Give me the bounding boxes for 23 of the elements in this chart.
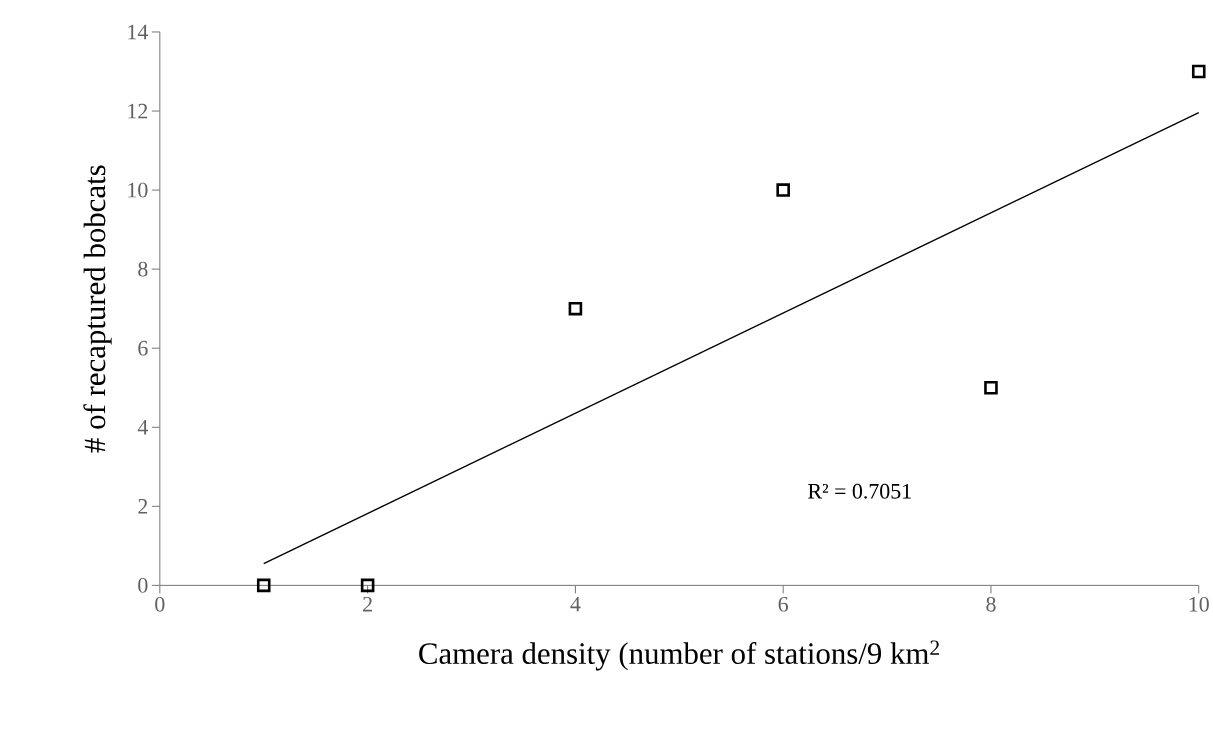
- y-axis-title: # of recaptured bobcats: [83, 165, 112, 453]
- point: [776, 183, 790, 197]
- x-tick-label: 4: [570, 596, 581, 612]
- x-tick-label: 8: [986, 596, 996, 612]
- y-tick-label: 14: [128, 24, 148, 40]
- x-axis-title: Camera density (number of stations/9 km$^{2}$: [419, 640, 940, 671]
- x-tick-label: 6: [778, 596, 789, 612]
- x-tick-label: 0: [155, 596, 165, 612]
- point: [256, 578, 271, 593]
- y-tick-label: 10: [128, 182, 148, 198]
- point: [1191, 64, 1206, 79]
- y-tick-label: 2: [138, 498, 148, 514]
- point: [360, 578, 375, 593]
- y-tick-label: 6: [138, 340, 148, 356]
- y-tick-label: 12: [128, 103, 148, 119]
- y-tick-label: 8: [138, 261, 148, 277]
- x-tick-label: 2: [363, 596, 372, 612]
- point: [568, 301, 583, 316]
- x-tick-label: 10: [1189, 596, 1209, 612]
- y-tick-label: 0: [138, 577, 148, 593]
- annotation: R² = 0.7051: [808, 483, 911, 499]
- y-tick-label: 4: [137, 419, 148, 435]
- point: [984, 380, 998, 395]
